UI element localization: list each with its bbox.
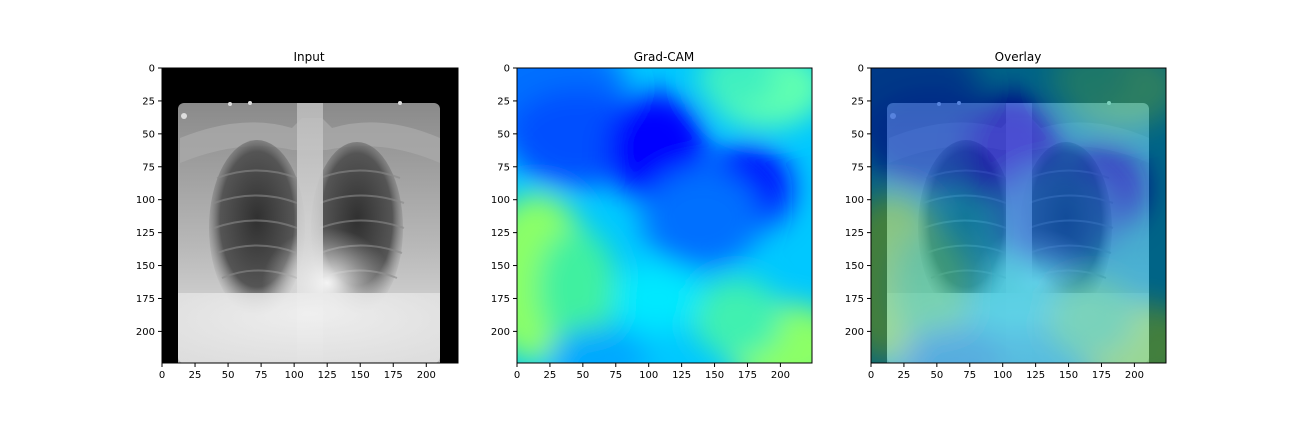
x-tick-label: 25 <box>898 370 911 381</box>
x-tick-label: 0 <box>159 370 165 381</box>
y-tick-label: 0 <box>858 64 864 75</box>
heatmap-image <box>447 28 847 393</box>
x-tick-label: 75 <box>255 370 268 381</box>
x-tick-label: 175 <box>1092 370 1111 381</box>
x-tick-label: 0 <box>514 370 520 381</box>
y-axis: 0 25 50 75 100 125 150 175 200 <box>845 64 871 338</box>
x-tick-label: 150 <box>351 370 370 381</box>
x-tick-label: 100 <box>993 370 1012 381</box>
y-tick-label: 125 <box>845 228 864 239</box>
y-tick-label: 0 <box>504 64 510 75</box>
panel-overlay: Overlay 0 25 50 75 100 125 150 175 200 0 25 50 75 10… <box>845 50 1167 381</box>
y-tick-label: 50 <box>497 129 510 140</box>
panel-gradcam: Grad-CAM 0 25 50 75 100 125 150 175 200 0 25 50 75 1… <box>447 28 847 393</box>
y-tick-label: 100 <box>845 195 864 206</box>
x-tick-label: 50 <box>576 370 589 381</box>
y-tick-label: 200 <box>491 327 510 338</box>
overlay-image <box>871 68 1166 363</box>
y-tick-label: 75 <box>497 162 510 173</box>
y-tick-label: 175 <box>845 294 864 305</box>
x-tick-label: 150 <box>1059 370 1078 381</box>
y-tick-label: 125 <box>136 228 155 239</box>
y-tick-label: 150 <box>845 261 864 272</box>
x-tick-label: 200 <box>771 370 790 381</box>
x-tick-label: 0 <box>868 370 874 381</box>
x-tick-label: 75 <box>609 370 622 381</box>
x-tick-label: 50 <box>222 370 235 381</box>
x-tick-label: 75 <box>963 370 976 381</box>
x-tick-label: 125 <box>318 370 337 381</box>
y-axis: 0 25 50 75 100 125 150 175 200 <box>136 64 162 338</box>
y-tick-label: 25 <box>851 96 864 107</box>
y-tick-label: 175 <box>491 294 510 305</box>
x-axis: 0 25 50 75 100 125 150 175 200 <box>514 363 790 381</box>
panel-title: Input <box>293 50 324 64</box>
xray-image <box>162 68 458 363</box>
x-tick-label: 25 <box>189 370 202 381</box>
y-tick-label: 150 <box>491 261 510 272</box>
x-tick-label: 50 <box>930 370 943 381</box>
x-tick-label: 175 <box>384 370 403 381</box>
y-tick-label: 200 <box>136 327 155 338</box>
y-tick-label: 75 <box>142 162 155 173</box>
x-tick-label: 125 <box>672 370 691 381</box>
y-tick-label: 150 <box>136 261 155 272</box>
y-tick-label: 100 <box>136 195 155 206</box>
panel-title: Overlay <box>995 50 1042 64</box>
x-axis: 0 25 50 75 100 125 150 175 200 <box>868 363 1144 381</box>
y-tick-label: 0 <box>149 64 155 75</box>
x-tick-label: 150 <box>705 370 724 381</box>
x-axis: 0 25 50 75 100 125 150 175 200 <box>159 363 436 381</box>
y-tick-label: 125 <box>491 228 510 239</box>
panel-title: Grad-CAM <box>634 50 694 64</box>
y-tick-label: 25 <box>497 96 510 107</box>
y-tick-label: 75 <box>851 162 864 173</box>
y-tick-label: 50 <box>142 129 155 140</box>
y-tick-label: 50 <box>851 129 864 140</box>
y-tick-label: 25 <box>142 96 155 107</box>
y-tick-label: 100 <box>491 195 510 206</box>
x-tick-label: 100 <box>639 370 658 381</box>
panel-input: Input 0 25 50 75 100 125 150 175 200 0 25 50 75 100 1… <box>136 50 459 381</box>
x-tick-label: 25 <box>544 370 557 381</box>
y-axis: 0 25 50 75 100 125 150 175 200 <box>491 64 517 338</box>
x-tick-label: 200 <box>1125 370 1144 381</box>
x-tick-label: 175 <box>738 370 757 381</box>
x-tick-label: 200 <box>417 370 436 381</box>
y-tick-label: 200 <box>845 327 864 338</box>
y-tick-label: 175 <box>136 294 155 305</box>
x-tick-label: 125 <box>1026 370 1045 381</box>
x-tick-label: 100 <box>285 370 304 381</box>
